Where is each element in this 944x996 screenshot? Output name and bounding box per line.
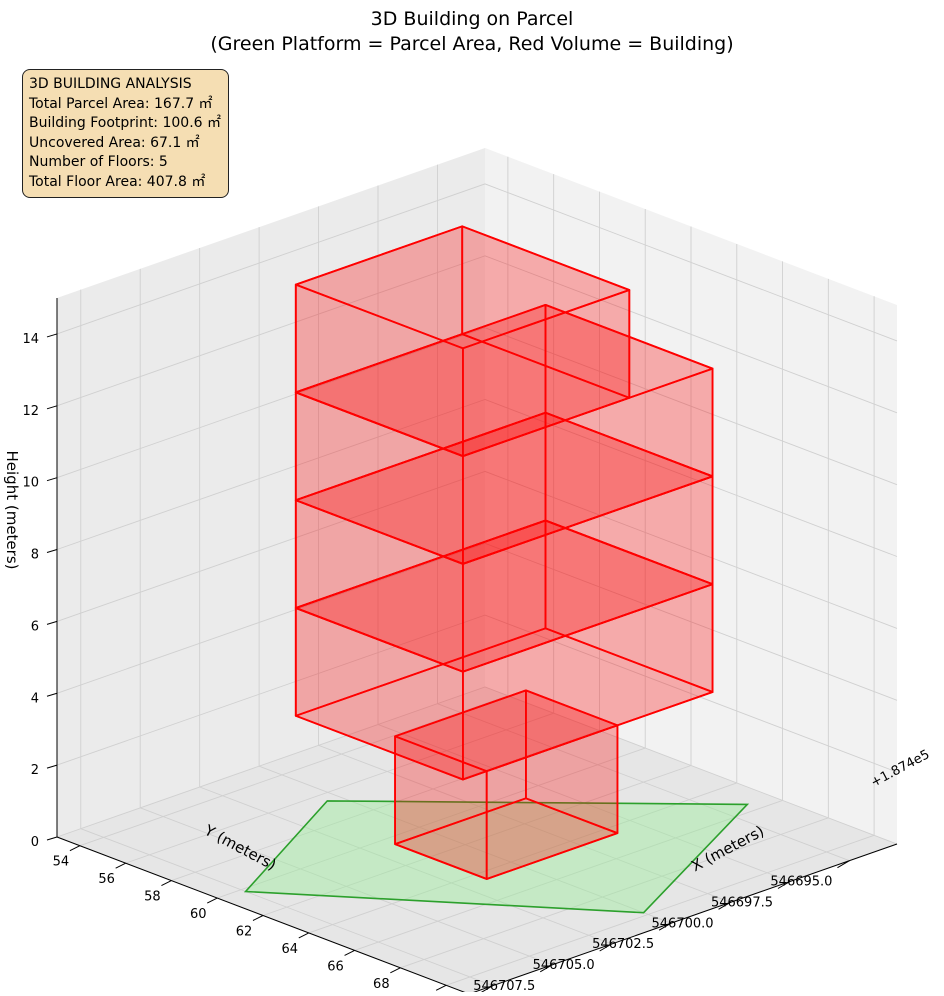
- z-tick-mark: [46, 620, 58, 625]
- z-tick-mark: [46, 333, 58, 338]
- building-floor-2: [294, 519, 714, 781]
- grid-lines: [56, 156, 898, 987]
- x-tick-mark: [252, 915, 264, 921]
- grid-line-x-floor: [354, 799, 783, 951]
- z-tick-label: 12: [22, 404, 39, 419]
- info-uncovered-area: Uncovered Area: 67.1 ㎡: [29, 134, 200, 151]
- grid-line-y-floor: [140, 807, 553, 966]
- x-tick-label: 66: [327, 959, 344, 974]
- z-tick-mark: [46, 764, 58, 769]
- y-tick-label: 546697.5: [711, 896, 773, 911]
- grid-line-y-floor: [199, 786, 612, 945]
- y-tick-label: 546700.0: [652, 916, 714, 931]
- y-tick-label: 546707.5: [473, 979, 535, 992]
- grid-line-x-floor: [308, 782, 737, 934]
- grid-line-z: [56, 470, 898, 629]
- y-tick-label: 546702.5: [592, 937, 654, 952]
- x-tick-label: 64: [282, 942, 299, 957]
- x-tick-mark: [69, 845, 81, 852]
- grid-line-z: [56, 686, 898, 845]
- z-tick-mark: [46, 549, 58, 554]
- floor-face-top: [294, 225, 631, 350]
- x-tick-label: 68: [373, 977, 390, 992]
- x-tick-mark: [161, 880, 172, 887]
- y-axis-line: [468, 843, 898, 995]
- y-tick-mark: [837, 860, 850, 869]
- info-number-of-floors: Number of Floors: 5: [29, 154, 168, 171]
- z-tick-label: 2: [31, 763, 39, 778]
- x-tick-label: 54: [53, 855, 70, 870]
- grid-line-z: [56, 399, 898, 557]
- z-tick-mark: [46, 836, 58, 841]
- info-heading: 3D BUILDING ANALYSIS: [29, 76, 192, 92]
- x-tick-mark: [435, 984, 447, 991]
- tick-labels: 545658606264666870546695.0546697.5546700…: [22, 332, 850, 996]
- z-tick-label: 4: [31, 691, 39, 706]
- z-tick-label: 14: [22, 332, 39, 347]
- z-tick-label: 8: [31, 548, 39, 563]
- parcel-layer: [243, 800, 750, 914]
- info-total-parcel-area: Total Parcel Area: 167.7 ㎡: [29, 95, 213, 112]
- chart-title-line1: 3D Building on Parcel: [371, 8, 574, 30]
- grid-line-z: [56, 255, 898, 414]
- grid-line-x-floor: [262, 765, 692, 916]
- grid-line-z: [56, 327, 898, 486]
- grid-line-x-floor: [445, 834, 875, 986]
- y-tick-mark: [599, 943, 612, 952]
- grid-line-y-floor: [258, 765, 672, 924]
- grid-line-z: [56, 614, 898, 773]
- building-floor-1: [394, 689, 619, 880]
- parcel-platform: [243, 800, 750, 914]
- grid-line-x-floor: [79, 695, 509, 847]
- grid-line-y-floor: [80, 828, 493, 987]
- z-tick-label: 0: [31, 835, 39, 850]
- grid-line-x-floor: [400, 817, 829, 969]
- grid-line-y-floor: [318, 744, 731, 903]
- z-tick-label: 10: [22, 476, 39, 491]
- z-tick-mark: [46, 477, 58, 482]
- x-tick-mark: [344, 949, 355, 956]
- x-tick-label: 62: [236, 925, 253, 940]
- grid-line-x-floor: [171, 730, 600, 882]
- x-tick-label: 60: [190, 907, 207, 922]
- z-tick-mark: [46, 692, 58, 697]
- y-tick-label: 546705.0: [533, 958, 595, 973]
- y-tick-mark: [658, 922, 672, 931]
- y-tick-mark: [539, 964, 553, 973]
- info-total-floor-area: Total Floor Area: 407.8 ㎡: [29, 173, 206, 190]
- building-floor-4: [294, 303, 714, 565]
- x-tick-mark: [115, 862, 126, 869]
- grid-line-z: [56, 542, 898, 701]
- x-tick-label: 56: [98, 872, 115, 887]
- grid-line-x-floor: [125, 712, 554, 864]
- grid-line-z: [56, 183, 898, 342]
- x-tick-mark: [206, 897, 218, 904]
- y-tick-mark: [777, 881, 791, 889]
- x-tick-mark: [298, 932, 310, 939]
- y-tick-label: 546695.0: [770, 875, 832, 890]
- x-tick-mark: [390, 967, 401, 974]
- chart-title-line2: (Green Platform = Parcel Area, Red Volum…: [210, 33, 733, 55]
- z-axis-label: Height (meters): [3, 451, 21, 570]
- x-tick-label: 58: [144, 890, 161, 905]
- info-building-footprint: Building Footprint: 100.6 ㎡: [29, 115, 222, 132]
- grid-line-y-floor: [437, 703, 850, 862]
- y-tick-mark: [718, 901, 731, 910]
- z-tick-mark: [46, 405, 58, 410]
- z-tick-label: 6: [31, 619, 39, 634]
- grid-line-x-floor: [217, 747, 646, 899]
- analysis-info-box: 3D BUILDING ANALYSIS Total Parcel Area: …: [22, 69, 229, 198]
- building-floor-5: [294, 225, 631, 458]
- building-layer: [294, 225, 714, 880]
